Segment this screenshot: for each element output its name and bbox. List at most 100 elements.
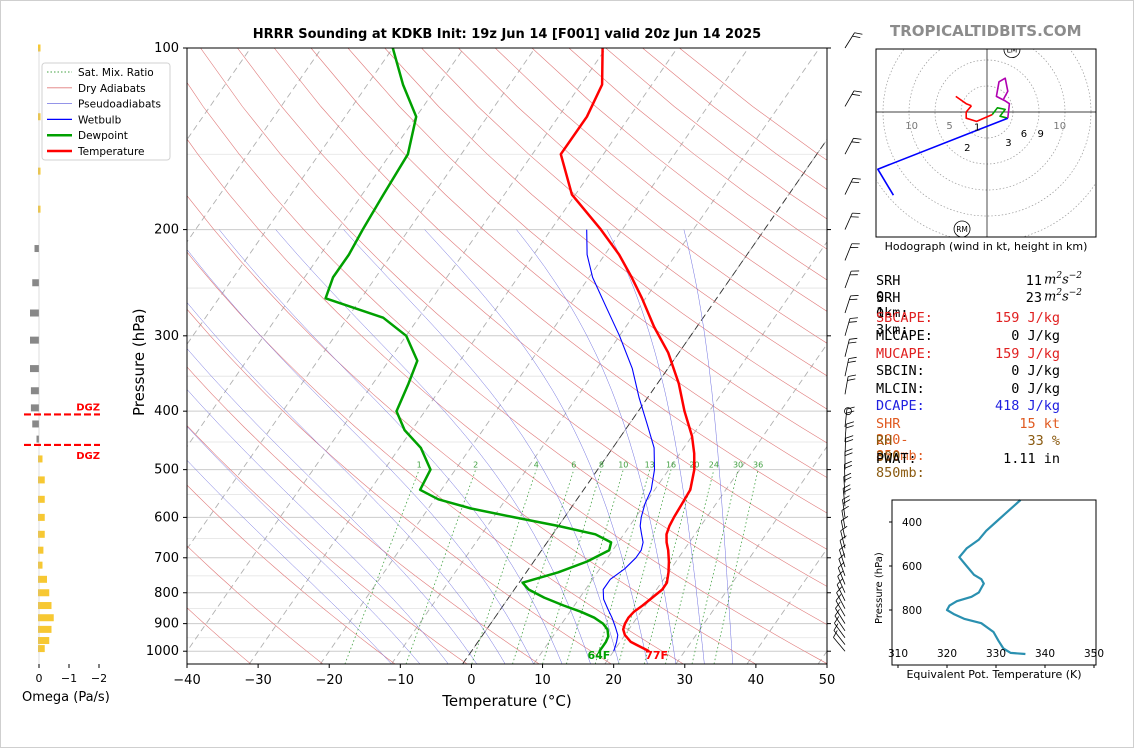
omega-bar	[34, 245, 39, 253]
dry-adiabat	[187, 251, 684, 664]
x-tick-label: −10	[387, 673, 414, 688]
y-tick-label: 700	[154, 551, 179, 566]
wind-barb	[840, 520, 846, 539]
legend-label: Pseudoadiabats	[78, 99, 161, 111]
wind-barb	[844, 295, 851, 314]
wind-barb-feather	[848, 321, 857, 323]
thetae-panel: 310 320 330 340 350 400 600 800	[888, 499, 1104, 668]
wind-barb	[843, 464, 846, 483]
moist-adiabat	[187, 388, 449, 664]
thetae-frame	[891, 499, 1097, 666]
mixing-ratio-line	[594, 469, 651, 664]
index-value: 159 J/kg	[994, 346, 1060, 362]
wind-barb-feather	[844, 460, 852, 465]
isotherm	[187, 48, 394, 346]
omega-bar	[38, 645, 45, 653]
hodo-ring-label: 10	[905, 121, 918, 132]
dry-adiabat	[310, 48, 827, 478]
index-value: 23	[876, 290, 1042, 306]
index-label: RH 300-850mb:	[876, 433, 925, 481]
legend-label: Wetbulb	[78, 114, 122, 126]
hodograph-panel: 10 5 10 12 36 9 LM RM	[876, 49, 1096, 237]
mixing-ratio-line	[566, 469, 624, 664]
x-tick-label: −20	[316, 673, 343, 688]
index-label: SBCIN:	[876, 363, 925, 379]
isotherm	[391, 48, 820, 664]
omega-bar	[38, 575, 47, 583]
hodo-height-label: 6	[1021, 129, 1027, 140]
wind-barb	[834, 622, 846, 639]
legend: Sat. Mix. Ratio Dry Adiabats Pseudoadiabat…	[41, 62, 171, 161]
wind-barb-feather	[851, 141, 860, 144]
y-tick-label: 1000	[146, 644, 179, 659]
moist-adiabat	[343, 229, 620, 664]
wind-barb-feather	[834, 609, 840, 617]
omega-bar	[32, 420, 39, 428]
index-label: DCAPE:	[876, 398, 925, 414]
dry-adiabat	[200, 48, 827, 587]
omega-bar	[38, 602, 52, 610]
wind-barb-feather	[845, 435, 854, 439]
wind-barb-feather	[842, 499, 851, 504]
legend-label: Temperature	[77, 146, 145, 158]
mixing-ratio-line	[405, 469, 477, 664]
mixing-ratio-line	[618, 469, 672, 664]
isotherm	[604, 343, 827, 664]
thetae-x-label: Equivalent Pot. Temperature (K)	[906, 668, 1082, 681]
wind-barb-feather	[844, 452, 853, 456]
dry-adiabat	[187, 138, 827, 664]
mixing-ratio-label: 6	[571, 461, 576, 470]
wind-barb-feather	[833, 630, 838, 638]
wind-barb-feather	[834, 616, 840, 624]
index-unit: m2s−2	[1044, 271, 1083, 288]
hodo-ring-label: 5	[946, 121, 952, 132]
index-label: PWAT:	[876, 451, 917, 467]
wetbulb-profile	[586, 229, 656, 652]
wind-barb-feather	[846, 410, 855, 414]
legend-label: Dewpoint	[78, 130, 128, 142]
omega-bar	[38, 637, 50, 645]
wind-barb-feather	[851, 93, 860, 96]
index-value: 0 J/kg	[1011, 381, 1060, 397]
mixing-ratio-label: 36	[753, 461, 763, 470]
hodo-bg	[876, 49, 1096, 237]
index-label: SBCAPE:	[876, 310, 933, 326]
hodo-height-label: 1	[974, 123, 980, 134]
index-value: 1.11 in	[1003, 451, 1060, 467]
hodo-height-label: 3	[1005, 138, 1011, 149]
hodo-frame	[875, 48, 1097, 238]
thetae-x-tick-label: 330	[986, 648, 1006, 660]
index-label: SHR 200-850mb:	[876, 416, 925, 464]
hodograph-caption: Hodograph (wind in kt, height in km)	[884, 240, 1088, 253]
wind-barb	[844, 318, 851, 336]
y-axis-label: Pressure (hPa)	[130, 308, 148, 416]
index-value: 33 %	[1027, 433, 1060, 449]
omega-bar	[38, 513, 45, 521]
mixing-ratio-line	[542, 469, 602, 664]
wind-barb-feather	[848, 341, 857, 344]
hodo-segment-3-6km	[991, 107, 1008, 119]
hodo-segment-9-12km	[995, 77, 1011, 119]
wind-barb-feather	[845, 425, 854, 429]
wind-barb	[844, 138, 854, 155]
dry-adiabat	[237, 48, 827, 550]
index-value: 0 J/kg	[1011, 363, 1060, 379]
dry-adiabat	[187, 545, 324, 664]
wind-barb-feather	[841, 516, 849, 522]
wind-barb	[834, 615, 846, 632]
moist-adiabat	[219, 229, 563, 664]
dry-adiabat	[187, 82, 827, 625]
thetae-x-tick-label: 310	[888, 648, 908, 660]
index-value: 0 J/kg	[1011, 328, 1060, 344]
wind-barb-feather	[846, 421, 855, 425]
moist-adiabat	[275, 229, 591, 664]
omega-bar	[38, 625, 52, 633]
thetae-y-label: Pressure (hPa)	[874, 552, 885, 624]
x-tick-label: 0	[467, 673, 475, 688]
omega-tick-label: 0	[36, 672, 43, 685]
dry-adiabat	[187, 195, 756, 664]
moist-adiabat	[187, 348, 478, 664]
isotherm	[187, 48, 607, 653]
y-tick-label: 400	[154, 404, 179, 419]
